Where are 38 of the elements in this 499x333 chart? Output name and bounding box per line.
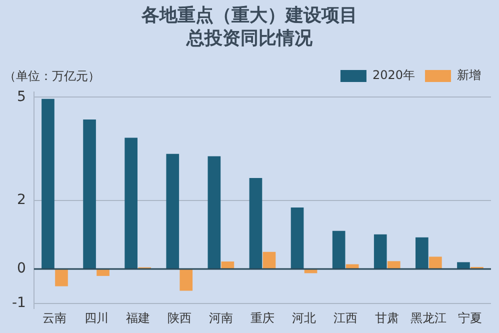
bar: [249, 178, 262, 269]
x-tick-label: 四川: [84, 310, 108, 325]
chart-title: 各地重点（重大）建设项目总投资同比情况: [140, 4, 358, 51]
legend-label: 2020年: [372, 68, 416, 82]
bar: [374, 234, 387, 269]
y-tick-label: 2: [17, 192, 26, 208]
bar: [262, 252, 276, 269]
legend-label: 新增: [457, 68, 481, 82]
y-tick-label: -1: [12, 295, 26, 312]
bar: [96, 270, 110, 276]
bar: [332, 230, 346, 269]
bar: [346, 264, 359, 269]
bar: [290, 208, 304, 269]
x-tick-label: 甘肃: [375, 310, 400, 325]
bar: [429, 256, 442, 269]
bar: [221, 262, 234, 269]
x-tick-label: 江西: [334, 310, 358, 325]
bar: [42, 98, 54, 269]
bar: [387, 261, 400, 269]
bar: [416, 237, 428, 269]
bar: [180, 270, 193, 291]
bar: [83, 120, 96, 269]
bar: [55, 270, 68, 286]
x-tick-label: 福建: [126, 310, 150, 325]
x-tick-label: 河北: [292, 310, 316, 325]
bar: [124, 138, 138, 269]
y-tick-label: 0: [17, 260, 26, 277]
x-tick-label: 宁夏: [458, 310, 482, 325]
y-tick-label: 5: [17, 88, 26, 105]
y-axis-title: （单位：万亿元）: [4, 68, 100, 85]
x-tick-label: 重庆: [250, 310, 274, 325]
bar: [166, 154, 180, 269]
x-tick-label: 河南: [208, 310, 233, 325]
x-tick-label: 陕西: [167, 310, 192, 325]
x-tick-label: 黑龙江: [410, 310, 447, 325]
x-tick-label: 云南: [42, 310, 67, 325]
bar: [457, 262, 470, 269]
bar: [208, 156, 221, 269]
